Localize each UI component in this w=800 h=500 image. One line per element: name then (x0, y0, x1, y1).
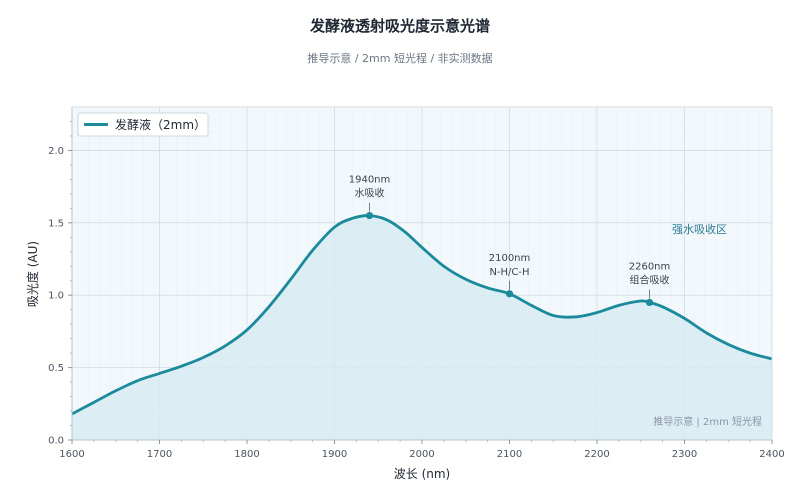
annotation-description: 组合吸收 (630, 273, 670, 286)
chart-subtitle: 推导示意 / 2mm 短光程 / 非实测数据 (307, 51, 492, 65)
annotation-description: N-H/C-H (489, 267, 529, 278)
series-area-fill (72, 215, 772, 440)
chart-title: 发酵液透射吸光度示意光谱 (309, 17, 490, 35)
annotation-point (505, 290, 514, 298)
axes: 1600 1700 1800 1900 2000 2100 2200 2300 2400 0.0 0… (48, 106, 785, 460)
annotation-wavelength: 2260nm (629, 261, 671, 272)
annotation-wavelength: 1940nm (349, 175, 391, 186)
annotation-description: 水吸收 (355, 187, 385, 200)
legend: 发酵液（2mm） (77, 112, 209, 137)
y-tick-label: 2.0 (48, 146, 64, 157)
legend-box (77, 112, 209, 137)
y-tick-label: 1.5 (48, 218, 64, 229)
x-tick-label: 1800 (234, 449, 259, 460)
legend-label: 发酵液（2mm） (115, 117, 206, 132)
x-tick-label: 1600 (59, 449, 84, 460)
x-tick-label: 1900 (322, 449, 347, 460)
region-label-strong-water: 强水吸收区 (672, 222, 727, 236)
x-tick-label: 1700 (147, 449, 172, 460)
y-tick-label: 0.0 (48, 436, 64, 447)
x-tick-label: 2200 (584, 449, 609, 460)
y-tick-label: 0.5 (48, 363, 64, 374)
x-tick-label: 2000 (409, 449, 434, 460)
y-axis-label: 吸光度 (AU) (25, 241, 40, 307)
annotation-point (365, 211, 374, 220)
watermark-text: 推导示意 | 2mm 短光程 (653, 415, 762, 428)
annotation-wavelength: 2100nm (489, 253, 531, 264)
x-tick-label: 2100 (497, 449, 522, 460)
x-tick-label: 2400 (759, 449, 784, 460)
y-tick-label: 1.0 (48, 291, 64, 302)
annotation-point (645, 298, 654, 307)
x-tick-label: 2300 (672, 449, 697, 460)
x-axis-label: 波长 (nm) (394, 467, 450, 481)
